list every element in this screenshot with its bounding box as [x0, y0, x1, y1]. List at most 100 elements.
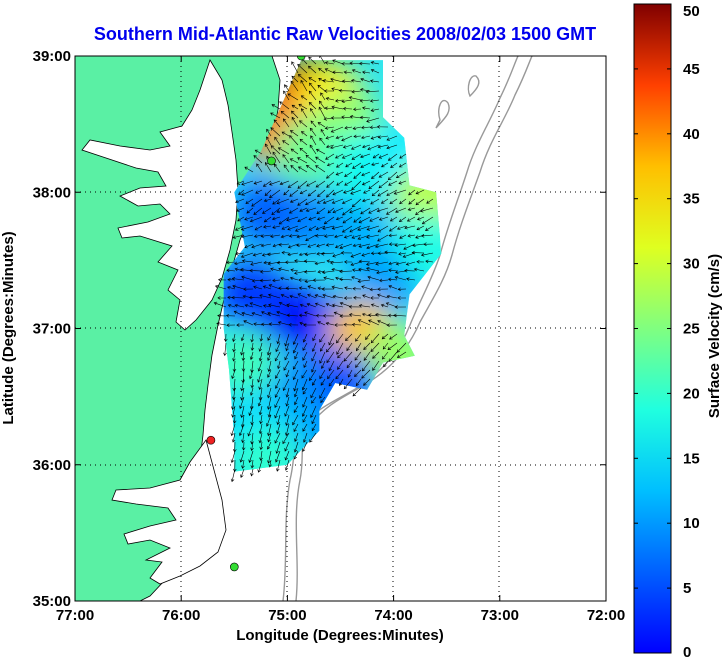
velocity-arrow — [255, 189, 263, 194]
velocity-arrow — [326, 259, 335, 263]
station-marker — [267, 156, 276, 166]
velocity-arrow — [284, 441, 290, 452]
velocity-arrow — [238, 189, 245, 195]
velocity-arrow — [359, 115, 371, 120]
velocity-arrow — [308, 225, 317, 231]
velocity-arrow — [351, 89, 362, 94]
velocity-arrow — [330, 77, 344, 83]
velocity-arrow — [321, 360, 326, 370]
velocity-arrow — [311, 351, 317, 362]
velocity-arrow — [230, 468, 236, 483]
velocity-arrow — [331, 198, 344, 204]
velocity-arrow — [321, 270, 335, 274]
velocity-arrow — [339, 378, 344, 387]
velocity-arrow — [298, 103, 308, 110]
velocity-arrow — [272, 243, 281, 248]
velocity-arrow — [292, 414, 299, 426]
velocity-arrow — [282, 432, 290, 445]
velocity-arrow — [349, 225, 362, 233]
velocity-arrow — [419, 207, 434, 213]
velocity-arrow — [322, 293, 335, 299]
velocity-arrow — [353, 107, 362, 112]
velocity-arrow — [241, 459, 245, 469]
velocity-arrow — [285, 387, 290, 398]
velocity-arrow — [259, 269, 272, 274]
velocity-arrow — [352, 286, 362, 291]
velocity-arrow — [317, 122, 326, 128]
velocity-arrow — [253, 207, 263, 215]
velocity-arrow — [425, 259, 434, 264]
velocity-arrow — [354, 369, 362, 378]
velocity-arrow — [323, 276, 335, 281]
velocity-arrow — [284, 450, 290, 461]
velocity-arrow — [245, 198, 254, 204]
velocity-arrow — [367, 275, 380, 281]
velocity-arrow — [240, 333, 245, 342]
velocity-arrow — [289, 198, 299, 203]
velocity-arrow — [325, 321, 335, 326]
velocity-arrow — [249, 216, 263, 223]
velocity-arrow — [270, 234, 281, 238]
velocity-arrow — [267, 311, 281, 317]
velocity-arrow — [258, 342, 263, 352]
velocity-arrow — [369, 216, 380, 222]
velocity-arrow — [344, 125, 353, 130]
velocity-arrow — [365, 333, 371, 340]
velocity-arrow — [251, 279, 263, 283]
velocity-arrow — [251, 312, 263, 317]
velocity-arrow — [292, 369, 299, 381]
velocity-arrow — [377, 234, 389, 242]
velocity-arrow — [371, 189, 380, 197]
velocity-arrow — [343, 378, 353, 390]
velocity-arrow — [317, 189, 326, 197]
velocity-arrow — [362, 294, 371, 299]
velocity-arrow — [316, 243, 326, 248]
x-tick-label: 74:00 — [374, 607, 412, 624]
velocity-arrow — [399, 153, 407, 159]
velocity-arrow — [213, 301, 227, 308]
velocity-arrow — [332, 207, 344, 214]
velocity-arrow — [388, 233, 398, 238]
velocity-arrow — [316, 251, 326, 256]
velocity-arrow — [286, 303, 299, 308]
velocity-arrow — [284, 260, 299, 265]
velocity-arrow — [325, 97, 335, 101]
velocity-arrow — [376, 207, 389, 213]
velocity-arrow — [302, 396, 308, 408]
velocity-arrow — [353, 296, 362, 300]
velocity-arrow — [283, 90, 290, 101]
velocity-arrow — [341, 99, 353, 103]
velocity-arrow — [276, 423, 281, 434]
velocity-arrow — [421, 216, 434, 225]
velocity-arrow — [413, 267, 425, 272]
velocity-arrow — [324, 234, 335, 238]
velocity-arrow — [388, 180, 398, 186]
velocity-arrow — [354, 351, 362, 361]
velocity-arrow — [305, 234, 317, 241]
velocity-arrow — [387, 313, 398, 318]
velocity-arrow — [241, 189, 254, 196]
velocity-arrow — [289, 294, 299, 299]
velocity-arrow — [395, 171, 407, 178]
velocity-arrow — [317, 321, 326, 326]
velocity-arrow — [349, 207, 362, 214]
velocity-arrow — [256, 163, 263, 173]
velocity-arrow — [298, 278, 307, 282]
velocity-arrow — [359, 61, 371, 66]
velocity-arrow — [371, 171, 380, 179]
velocity-arrow — [315, 180, 326, 188]
velocity-arrow — [331, 105, 344, 110]
velocity-arrow — [371, 162, 380, 166]
velocity-arrow — [395, 207, 407, 213]
velocity-arrow — [290, 165, 299, 173]
x-tick-label: 73:00 — [481, 607, 519, 624]
velocity-cell — [232, 423, 301, 472]
velocity-arrow — [340, 251, 353, 255]
velocity-arrow — [381, 333, 389, 340]
velocity-arrow — [317, 84, 326, 92]
velocity-arrow — [327, 207, 335, 214]
velocity-arrow — [415, 198, 425, 206]
velocity-arrow — [293, 378, 299, 392]
velocity-arrow — [337, 351, 344, 359]
velocity-arrow — [291, 104, 299, 110]
